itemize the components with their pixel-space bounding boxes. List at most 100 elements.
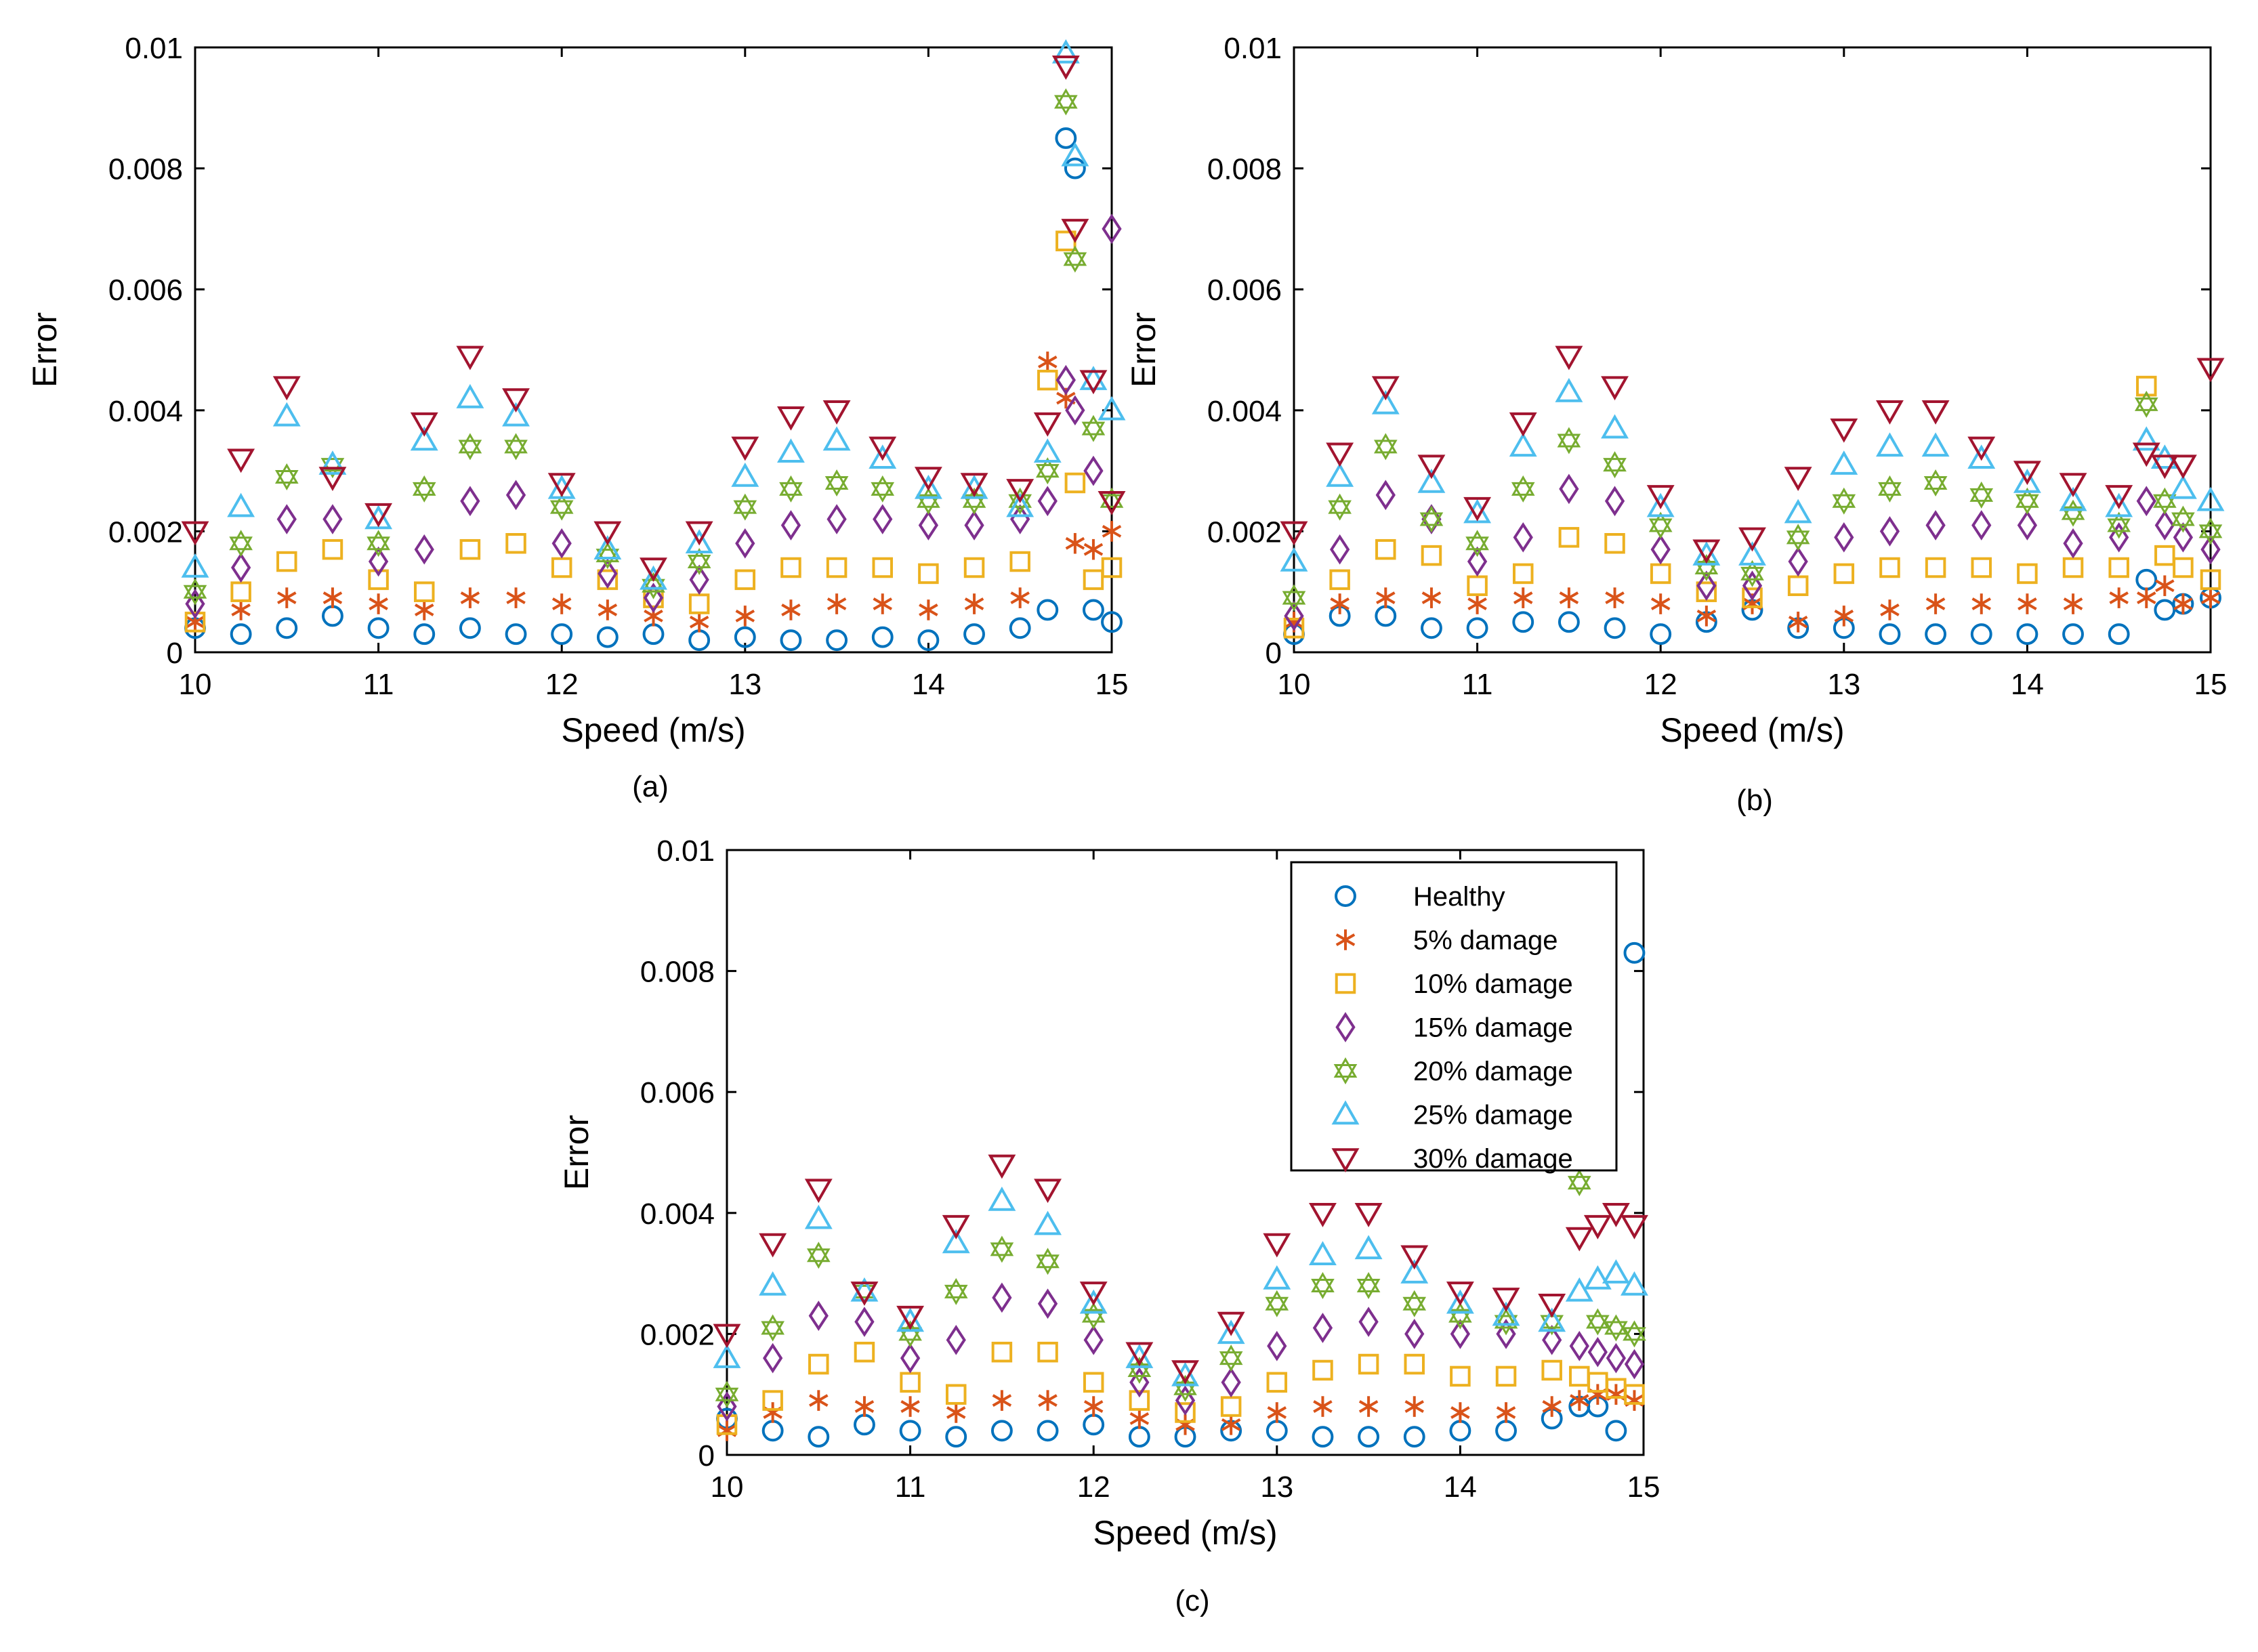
data-point — [230, 581, 251, 602]
x-tick-label: 10 — [179, 668, 212, 701]
data-point — [1738, 541, 1766, 566]
y-tick-label: 0.006 — [640, 1076, 715, 1109]
data-point — [964, 593, 984, 614]
data-point — [1358, 1353, 1379, 1375]
data-point — [181, 521, 209, 546]
data-point — [1328, 493, 1352, 521]
data-point — [1606, 1342, 1627, 1374]
x-axis-label: Speed (m/s) — [1093, 1514, 1277, 1552]
data-point — [1312, 1426, 1334, 1448]
data-point — [1037, 1288, 1058, 1319]
data-point — [1832, 487, 1856, 515]
y-tick-label: 0.008 — [108, 153, 183, 186]
data-point — [598, 558, 618, 589]
data-point — [1925, 593, 1946, 614]
data-point — [322, 587, 343, 608]
data-point — [762, 1390, 783, 1411]
data-point — [1971, 593, 1992, 614]
y-tick-label: 0.002 — [108, 515, 183, 549]
data-point — [900, 1372, 921, 1393]
x-tick-label: 11 — [895, 1470, 926, 1504]
series-15-damage — [717, 1282, 1645, 1422]
data-point — [715, 1380, 739, 1408]
series-15-damage — [185, 213, 1122, 619]
data-point — [1512, 611, 1534, 633]
data-point — [1450, 1402, 1470, 1423]
data-point — [1967, 436, 1996, 461]
data-point — [551, 557, 572, 578]
data-point — [896, 1305, 925, 1330]
data-point — [942, 1229, 970, 1254]
data-point — [1492, 1301, 1520, 1326]
data-point — [1051, 56, 1080, 80]
data-point — [777, 406, 805, 431]
data-point — [1623, 1320, 1646, 1348]
data-point — [2132, 426, 2160, 451]
data-point — [2013, 461, 2041, 486]
data-point — [2169, 474, 2197, 499]
data-point — [946, 1402, 966, 1423]
data-point — [990, 1420, 1013, 1442]
x-tick-label: 15 — [1095, 668, 1129, 701]
x-tick-label: 14 — [912, 668, 945, 701]
data-point — [2132, 442, 2160, 467]
data-point — [1033, 438, 1062, 463]
data-point — [1038, 1390, 1058, 1411]
data-point — [1400, 1259, 1429, 1284]
data-point — [459, 538, 481, 560]
data-point — [2059, 473, 2087, 497]
data-point — [1969, 481, 1994, 509]
data-point — [806, 1242, 831, 1269]
data-point — [827, 504, 847, 534]
legend-marker — [1331, 1148, 1360, 1173]
data-point — [2200, 534, 2221, 565]
data-point — [1400, 1245, 1429, 1270]
data-point — [854, 1341, 875, 1363]
data-point — [598, 599, 618, 620]
data-point — [1220, 1396, 1242, 1417]
data-point — [456, 345, 484, 370]
data-point — [717, 1391, 737, 1422]
data-point — [1282, 584, 1306, 612]
data-point — [1083, 538, 1104, 560]
y-tick-label: 0.01 — [125, 32, 183, 65]
data-point — [1102, 521, 1122, 542]
data-point — [2173, 522, 2194, 553]
data-point — [2107, 511, 2131, 539]
data-point — [850, 1282, 879, 1306]
legend-marker — [1335, 885, 1356, 907]
data-point — [367, 617, 390, 639]
plot-area — [194, 46, 1113, 654]
data-point — [1010, 587, 1030, 608]
data-point — [1692, 539, 1721, 564]
legend-label: 20% damage — [1413, 1057, 1573, 1086]
data-point — [1376, 587, 1396, 608]
data-point — [900, 1396, 920, 1417]
data-point — [1587, 1336, 1608, 1368]
data-point — [1037, 599, 1059, 621]
data-point — [1266, 1372, 1288, 1393]
data-point — [230, 623, 252, 645]
data-point — [780, 629, 802, 652]
data-point — [992, 1282, 1012, 1313]
y-tick-label: 0.002 — [1207, 515, 1282, 549]
data-point — [1267, 1330, 1287, 1361]
data-point — [1371, 376, 1400, 401]
data-point — [735, 528, 755, 559]
data-point — [1065, 532, 1085, 554]
data-point — [1880, 599, 1900, 620]
x-tick-label: 12 — [545, 668, 579, 701]
data-point — [1787, 575, 1809, 597]
data-point — [276, 551, 297, 572]
data-point — [1083, 569, 1104, 591]
data-point — [2063, 593, 2083, 614]
x-tick-label: 14 — [1444, 1470, 1477, 1504]
data-point — [277, 587, 297, 608]
data-point — [1970, 623, 1992, 645]
data-point — [1034, 1210, 1062, 1235]
data-point — [2013, 468, 2041, 493]
data-point — [1037, 486, 1058, 517]
data-point — [777, 438, 805, 463]
data-point — [854, 1396, 875, 1417]
data-point — [184, 612, 206, 633]
